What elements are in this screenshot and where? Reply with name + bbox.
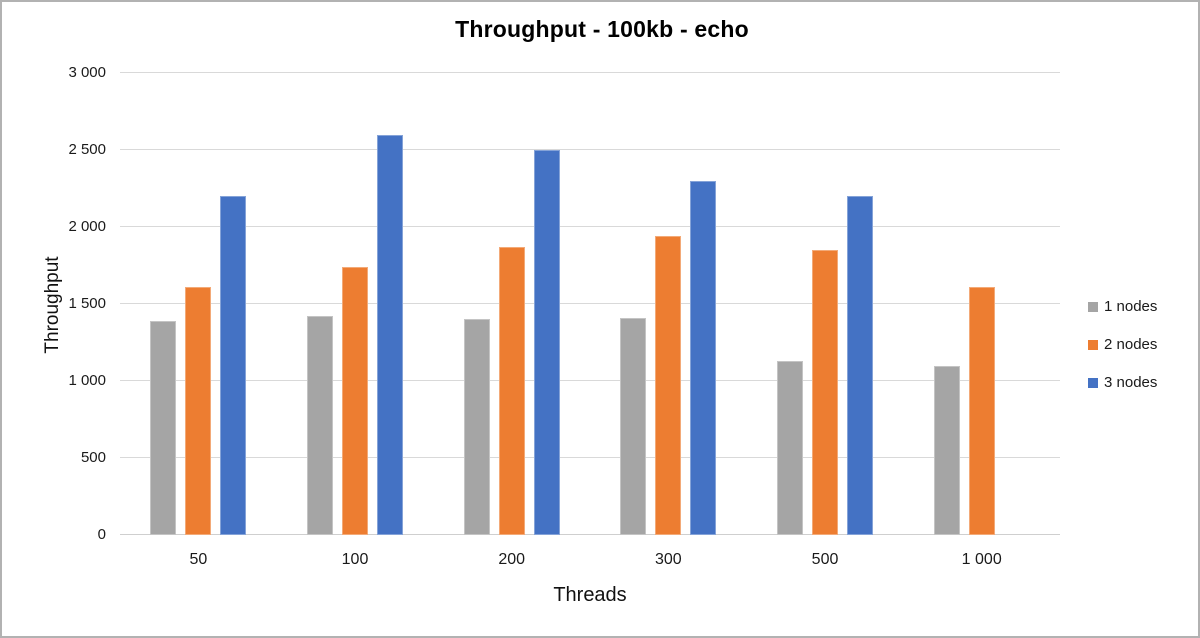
- y-axis-tick-labels: 0 500 1 000 1 500 2 000 2 500 3 000: [2, 64, 106, 543]
- bar-groups: [120, 73, 1060, 535]
- bar: [777, 360, 804, 535]
- legend-label: 2 nodes: [1104, 336, 1158, 353]
- plot-area: [120, 72, 1060, 535]
- legend-item: 1 nodes: [1088, 293, 1157, 320]
- legend-label: 3 nodes: [1104, 374, 1158, 391]
- y-tick-label: 2 000: [68, 218, 106, 235]
- bar-group: [590, 73, 747, 535]
- bar: [463, 319, 490, 535]
- x-axis-tick-labels: 50 100 200 300 500 1 000: [120, 551, 1060, 569]
- y-tick-label: 2 500: [68, 141, 106, 158]
- gridline: [120, 226, 1060, 227]
- x-tick-label: 200: [498, 551, 526, 568]
- legend: 1 nodes 2 nodes 3 nodes: [1088, 293, 1157, 396]
- legend-item: 2 nodes: [1088, 331, 1157, 358]
- y-tick-label: 1 000: [68, 372, 106, 389]
- bar-group: [120, 73, 277, 535]
- x-axis-title: Threads: [553, 584, 627, 606]
- bar-group: [747, 73, 904, 535]
- bar-group: [433, 73, 590, 535]
- x-tick-label: 500: [811, 551, 839, 568]
- bar: [847, 196, 874, 535]
- legend-item: 3 nodes: [1088, 369, 1157, 396]
- y-tick-label: 0: [97, 526, 106, 543]
- bar: [620, 317, 647, 535]
- bar: [968, 287, 995, 535]
- gridline: [120, 457, 1060, 458]
- gridline: [120, 534, 1060, 535]
- bar: [498, 247, 525, 535]
- bar: [812, 250, 839, 535]
- x-tick-label: 1 000: [961, 551, 1002, 568]
- bar: [150, 320, 177, 535]
- bar: [220, 196, 247, 535]
- y-tick-label: 1 500: [68, 295, 106, 312]
- chart-title: Throughput - 100kb - echo: [455, 16, 749, 42]
- x-tick-label: 300: [655, 551, 682, 568]
- bar: [933, 365, 960, 535]
- bar: [533, 150, 560, 535]
- legend-label: 1 nodes: [1104, 298, 1158, 315]
- bar: [307, 316, 333, 535]
- bar: [690, 180, 717, 535]
- y-tick-label: 500: [80, 449, 106, 466]
- gridline: [120, 149, 1060, 150]
- gridline: [120, 72, 1060, 73]
- legend-swatch: [1088, 339, 1098, 350]
- bar: [342, 267, 368, 535]
- x-tick-label: 50: [189, 551, 208, 568]
- gridline: [120, 303, 1060, 304]
- bar: [185, 287, 212, 535]
- bar-group: [277, 73, 434, 535]
- gridline: [120, 380, 1060, 381]
- bar: [655, 236, 682, 535]
- x-tick-label: 100: [341, 551, 369, 568]
- legend-swatch: [1088, 301, 1098, 312]
- bar-group: [903, 73, 1060, 535]
- y-tick-label: 3 000: [68, 64, 106, 81]
- legend-swatch: [1088, 377, 1098, 388]
- bar: [377, 134, 403, 535]
